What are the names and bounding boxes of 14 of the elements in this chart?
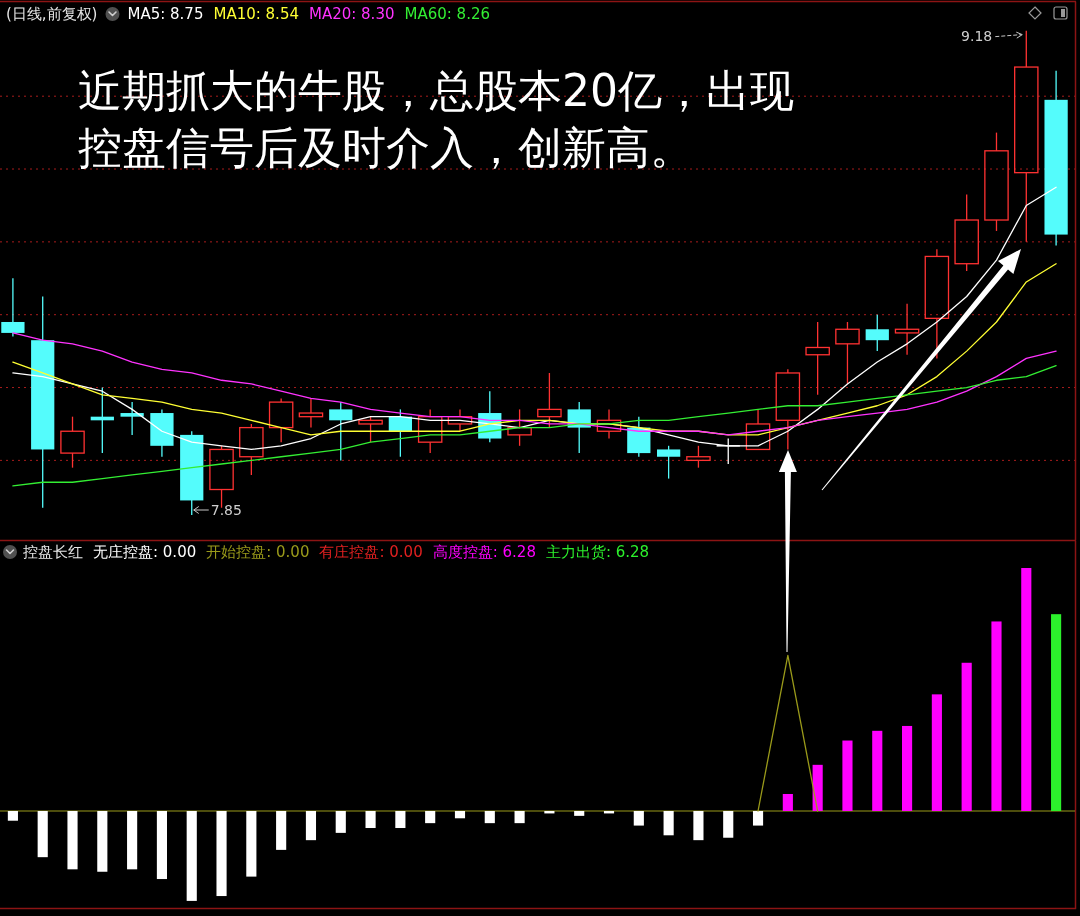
- text: MA60: 8.26: [404, 5, 490, 23]
- text: MA10: 8.54: [213, 5, 299, 23]
- chart-title: (日线,前复权): [6, 5, 98, 23]
- text: 开始控盘: 0.00: [206, 543, 310, 561]
- text: 主力出货: 6.28: [545, 543, 650, 561]
- annotation: 9.18: [961, 28, 993, 45]
- legend-label: 有庄控盘: 0.00: [319, 543, 423, 561]
- text: 高度控盘: 6.28: [432, 543, 536, 561]
- annotation: 近期抓大的牛股，总股本20亿，出现控盘信号后及时介入，创新高。: [78, 63, 795, 175]
- text: 无庄控盘: 0.00: [93, 543, 197, 561]
- chart-title: 控盘长红: [23, 543, 83, 561]
- text: MA5: 8.75: [127, 5, 204, 23]
- text: MA20: 8.30: [308, 5, 395, 23]
- annotation: 7.85: [210, 502, 242, 519]
